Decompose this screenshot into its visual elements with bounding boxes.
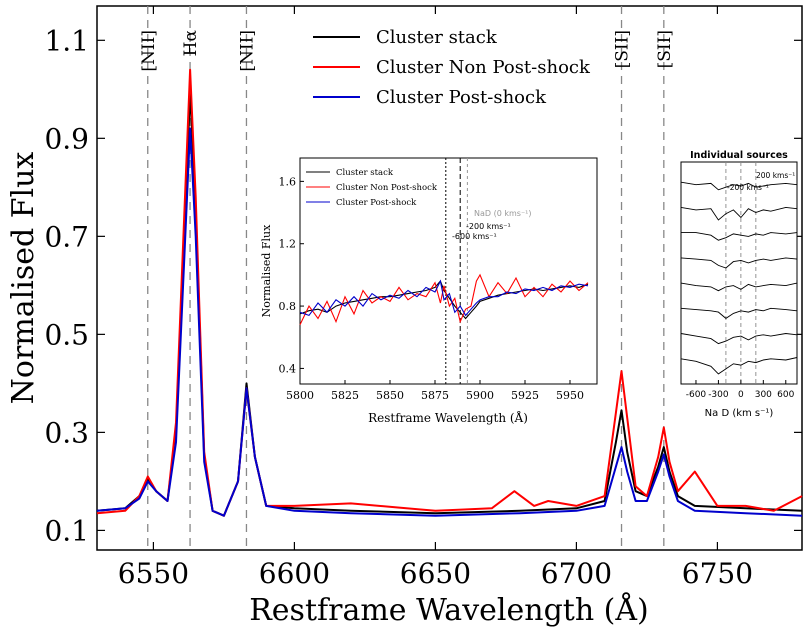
inset-sources-source-1 <box>680 181 798 191</box>
inset-legend-label-cluster-stack: Cluster stack <box>336 168 394 178</box>
main-y-tick-label-3: 0.7 <box>44 220 89 253</box>
inset-sources-source-5 <box>680 282 798 292</box>
main-x-tick-label-6700: 6700 <box>541 557 612 590</box>
main-x-axis-label: Restframe Wavelength (Å) <box>249 592 649 628</box>
inset-nad-x-tick-label-5950: 5950 <box>556 389 584 402</box>
main-line-marker-label-2: [NII] <box>237 30 257 72</box>
main-y-tick-label-4: 0.9 <box>44 122 89 155</box>
inset-nad-legend: Cluster stack Cluster Non Post-shock Clu… <box>306 168 438 208</box>
inset-sources-x-axis-label: Na D (km s⁻¹) <box>705 408 774 419</box>
legend-label-post-shock: Cluster Post-shock <box>376 87 547 108</box>
inset-nad-series-cluster-post-shock <box>299 279 589 317</box>
inset-nad-chart: 5800 5825 5850 5875 5900 5925 5950 0.4 0.8 1.2 1.6… <box>260 157 598 425</box>
inset-nad-series-cluster-stack <box>299 280 589 320</box>
main-x-tick-label-6600: 6600 <box>259 557 330 590</box>
inset-legend-label-non-post-shock: Cluster Non Post-shock <box>336 183 438 193</box>
main-line-marker-label-0: [NII] <box>139 30 159 72</box>
inset-nad-x-axis-label: Restframe Wavelength (Å) <box>368 410 528 425</box>
inset-nad-x-tick-label-5875: 5875 <box>421 389 449 402</box>
inset-nad-x-tick-label-5825: 5825 <box>331 389 359 402</box>
inset-sources-title: Individual sources <box>690 150 788 161</box>
inset-nad-x-tick-label-5900: 5900 <box>466 389 494 402</box>
inset-sources-x-tick-label-3: 300 <box>755 390 772 400</box>
inset-nad-x-tick-label-5800: 5800 <box>286 389 314 402</box>
inset-sources-x-tick-label-4: 600 <box>777 390 794 400</box>
inset-sources-annotation-plus200: 200 kms⁻¹ <box>756 171 795 180</box>
main-x-tick-label-6750: 6750 <box>682 557 753 590</box>
legend-label-non-post-shock: Cluster Non Post-shock <box>376 57 591 78</box>
inset-nad-y-tick-label-2: 1.2 <box>279 238 297 251</box>
inset-nad-y-tick-label-3: 1.6 <box>279 175 297 188</box>
inset-sources-source-8 <box>680 357 798 375</box>
inset-sources-x-tick-label-2: 0 <box>738 390 744 400</box>
inset-sources-source-7 <box>680 333 798 345</box>
main-y-tick-label-0: 0.1 <box>44 514 89 547</box>
main-series-cluster-non-post-shock <box>96 68 803 517</box>
main-y-axis-label: Normalised Flux <box>6 152 41 405</box>
main-line-marker-label-4: [SII] <box>655 30 675 68</box>
legend-label-cluster-stack: Cluster stack <box>376 27 498 48</box>
inset-sources-source-3 <box>681 232 798 241</box>
inset-sources-source-4 <box>680 257 798 269</box>
main-legend: Cluster stack Cluster Non Post-shock Clu… <box>313 27 591 108</box>
inset-nad-plot-frame <box>299 157 598 385</box>
inset-sources-plot-frame <box>680 161 798 385</box>
main-y-tick-label-5: 1.1 <box>44 24 89 57</box>
inset-sources-x-tick-label-1: -300 <box>708 390 729 400</box>
inset-individual-sources-chart: Individual sources -600 -300 0 300 600 -200 … <box>680 150 798 419</box>
inset-nad-y-tick-label-1: 0.8 <box>279 300 297 313</box>
inset-sources-source-2 <box>680 206 798 221</box>
inset-nad-annotation-600: -600 kms⁻¹ <box>452 232 497 241</box>
main-line-marker-label-3: [SII] <box>613 30 633 68</box>
main-line-marker-label-1: Hα <box>181 29 201 56</box>
inset-sources-annotation-minus200: -200 kms⁻¹ <box>727 183 769 192</box>
inset-sources-source-6 <box>680 307 798 319</box>
main-x-tick-label-6650: 6650 <box>400 557 471 590</box>
inset-nad-y-axis-label: Normalised Flux <box>260 224 273 317</box>
inset-nad-x-tick-label-5850: 5850 <box>376 389 404 402</box>
main-y-tick-label-1: 0.3 <box>44 416 89 449</box>
main-x-tick-label-6550: 6550 <box>118 557 189 590</box>
main-series-cluster-post-shock <box>96 127 803 517</box>
inset-nad-annotation-nad: NaD (0 kms⁻¹) <box>474 209 532 218</box>
inset-nad-series-cluster-non-post-shock <box>299 273 589 326</box>
inset-nad-annotation-200: -200 kms⁻¹ <box>466 222 511 231</box>
inset-sources-x-tick-label-0: -600 <box>686 390 707 400</box>
inset-nad-x-tick-label-5925: 5925 <box>511 389 539 402</box>
main-y-tick-label-2: 0.5 <box>44 318 89 351</box>
inset-legend-label-post-shock: Cluster Post-shock <box>336 198 417 208</box>
inset-nad-y-tick-label-0: 0.4 <box>279 362 297 375</box>
